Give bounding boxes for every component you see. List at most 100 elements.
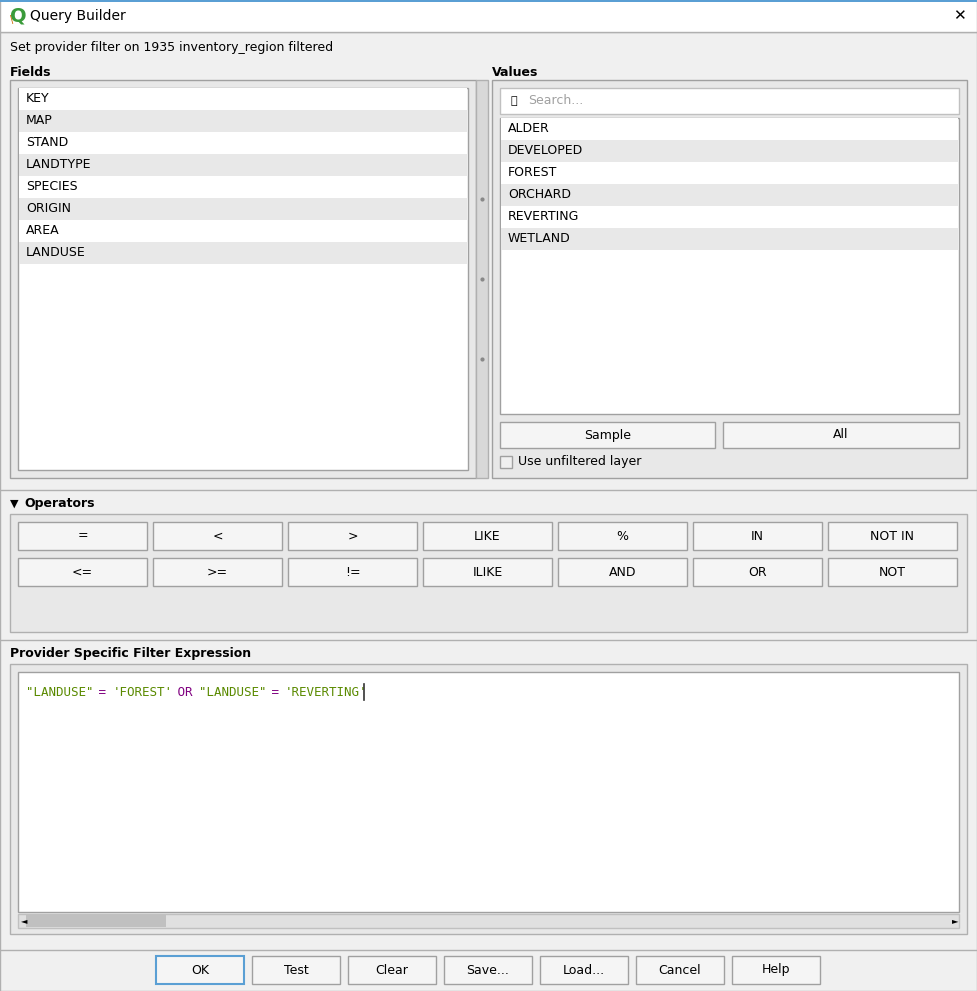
Bar <box>423 522 552 550</box>
Bar <box>18 914 959 928</box>
Bar <box>492 80 967 478</box>
Bar <box>288 522 417 550</box>
Bar <box>19 198 467 220</box>
Text: Fields: Fields <box>10 65 52 78</box>
Text: All: All <box>833 428 849 442</box>
Bar <box>19 132 467 154</box>
Text: "LANDUSE": "LANDUSE" <box>198 686 267 699</box>
Text: LANDTYPE: LANDTYPE <box>26 159 92 171</box>
Bar <box>693 558 822 586</box>
Bar <box>501 118 958 140</box>
Bar <box>18 672 959 912</box>
Text: OR: OR <box>170 686 200 699</box>
Text: Search...: Search... <box>528 94 583 107</box>
Bar <box>0 950 977 991</box>
Bar <box>558 522 687 550</box>
Text: Sample: Sample <box>584 428 631 442</box>
Text: FOREST: FOREST <box>508 166 557 179</box>
Text: Q: Q <box>10 7 26 26</box>
Text: Query Builder: Query Builder <box>30 9 126 23</box>
Bar <box>0 490 977 640</box>
Bar <box>26 915 166 927</box>
Bar <box>19 154 467 176</box>
Text: %: % <box>616 529 628 542</box>
Text: >=: >= <box>207 566 228 579</box>
Text: OR: OR <box>748 566 767 579</box>
Text: Cancel: Cancel <box>658 963 701 976</box>
Text: !=: != <box>345 566 361 579</box>
Bar <box>0 0 977 32</box>
Bar <box>0 0 977 2</box>
Bar <box>153 558 282 586</box>
Text: ►: ► <box>952 917 958 926</box>
Text: LANDUSE: LANDUSE <box>26 247 86 260</box>
Bar <box>252 956 340 984</box>
Bar <box>18 522 147 550</box>
Text: =: = <box>91 686 113 699</box>
Bar <box>348 956 436 984</box>
Text: \: \ <box>11 15 14 25</box>
Bar <box>501 184 958 206</box>
Text: Use unfiltered layer: Use unfiltered layer <box>518 456 641 469</box>
Bar <box>500 118 959 414</box>
Bar <box>19 176 467 198</box>
Text: ▼: ▼ <box>10 499 19 509</box>
Bar <box>501 228 958 250</box>
Bar <box>501 140 958 162</box>
Text: ORCHARD: ORCHARD <box>508 188 571 201</box>
Text: REVERTING: REVERTING <box>508 210 579 224</box>
Bar <box>10 664 967 934</box>
Text: AREA: AREA <box>26 225 60 238</box>
Bar <box>732 956 820 984</box>
Bar <box>10 514 967 632</box>
Bar <box>500 456 512 468</box>
Text: =: = <box>77 529 88 542</box>
Text: ✕: ✕ <box>953 9 965 24</box>
Text: Save...: Save... <box>467 963 509 976</box>
Bar <box>18 558 147 586</box>
Text: Help: Help <box>762 963 790 976</box>
Text: 'FOREST': 'FOREST' <box>112 686 172 699</box>
Bar <box>288 558 417 586</box>
Text: KEY: KEY <box>26 92 50 105</box>
Text: MAP: MAP <box>26 115 53 128</box>
Bar <box>501 206 958 228</box>
Bar <box>723 422 959 448</box>
Text: Values: Values <box>492 65 538 78</box>
Bar <box>828 558 957 586</box>
Bar <box>693 522 822 550</box>
Bar <box>558 558 687 586</box>
Text: Clear: Clear <box>375 963 408 976</box>
Bar <box>19 242 467 264</box>
Text: LIKE: LIKE <box>474 529 501 542</box>
Bar <box>153 522 282 550</box>
Bar <box>636 956 724 984</box>
Text: ◄: ◄ <box>21 917 27 926</box>
Text: Set provider filter on 1935 inventory_region filtered: Set provider filter on 1935 inventory_re… <box>10 42 333 55</box>
Text: <=: <= <box>72 566 93 579</box>
Bar <box>444 956 532 984</box>
Text: SPECIES: SPECIES <box>26 180 77 193</box>
Text: NOT: NOT <box>879 566 906 579</box>
Text: IN: IN <box>751 529 764 542</box>
Text: =: = <box>264 686 286 699</box>
Text: 🔍: 🔍 <box>511 96 517 106</box>
Bar <box>156 956 244 984</box>
Text: ALDER: ALDER <box>508 123 550 136</box>
Bar <box>476 80 488 478</box>
Bar <box>10 80 476 478</box>
Text: AND: AND <box>609 566 636 579</box>
Bar <box>423 558 552 586</box>
Text: OK: OK <box>191 963 209 976</box>
Text: ILIKE: ILIKE <box>472 566 502 579</box>
Bar <box>501 162 958 184</box>
Text: "LANDUSE": "LANDUSE" <box>26 686 94 699</box>
Bar <box>828 522 957 550</box>
Bar <box>500 88 959 114</box>
Text: Test: Test <box>283 963 309 976</box>
Bar <box>19 110 467 132</box>
Text: ORIGIN: ORIGIN <box>26 202 71 215</box>
Text: Operators: Operators <box>24 497 95 510</box>
Bar <box>18 88 468 470</box>
Bar <box>500 422 715 448</box>
